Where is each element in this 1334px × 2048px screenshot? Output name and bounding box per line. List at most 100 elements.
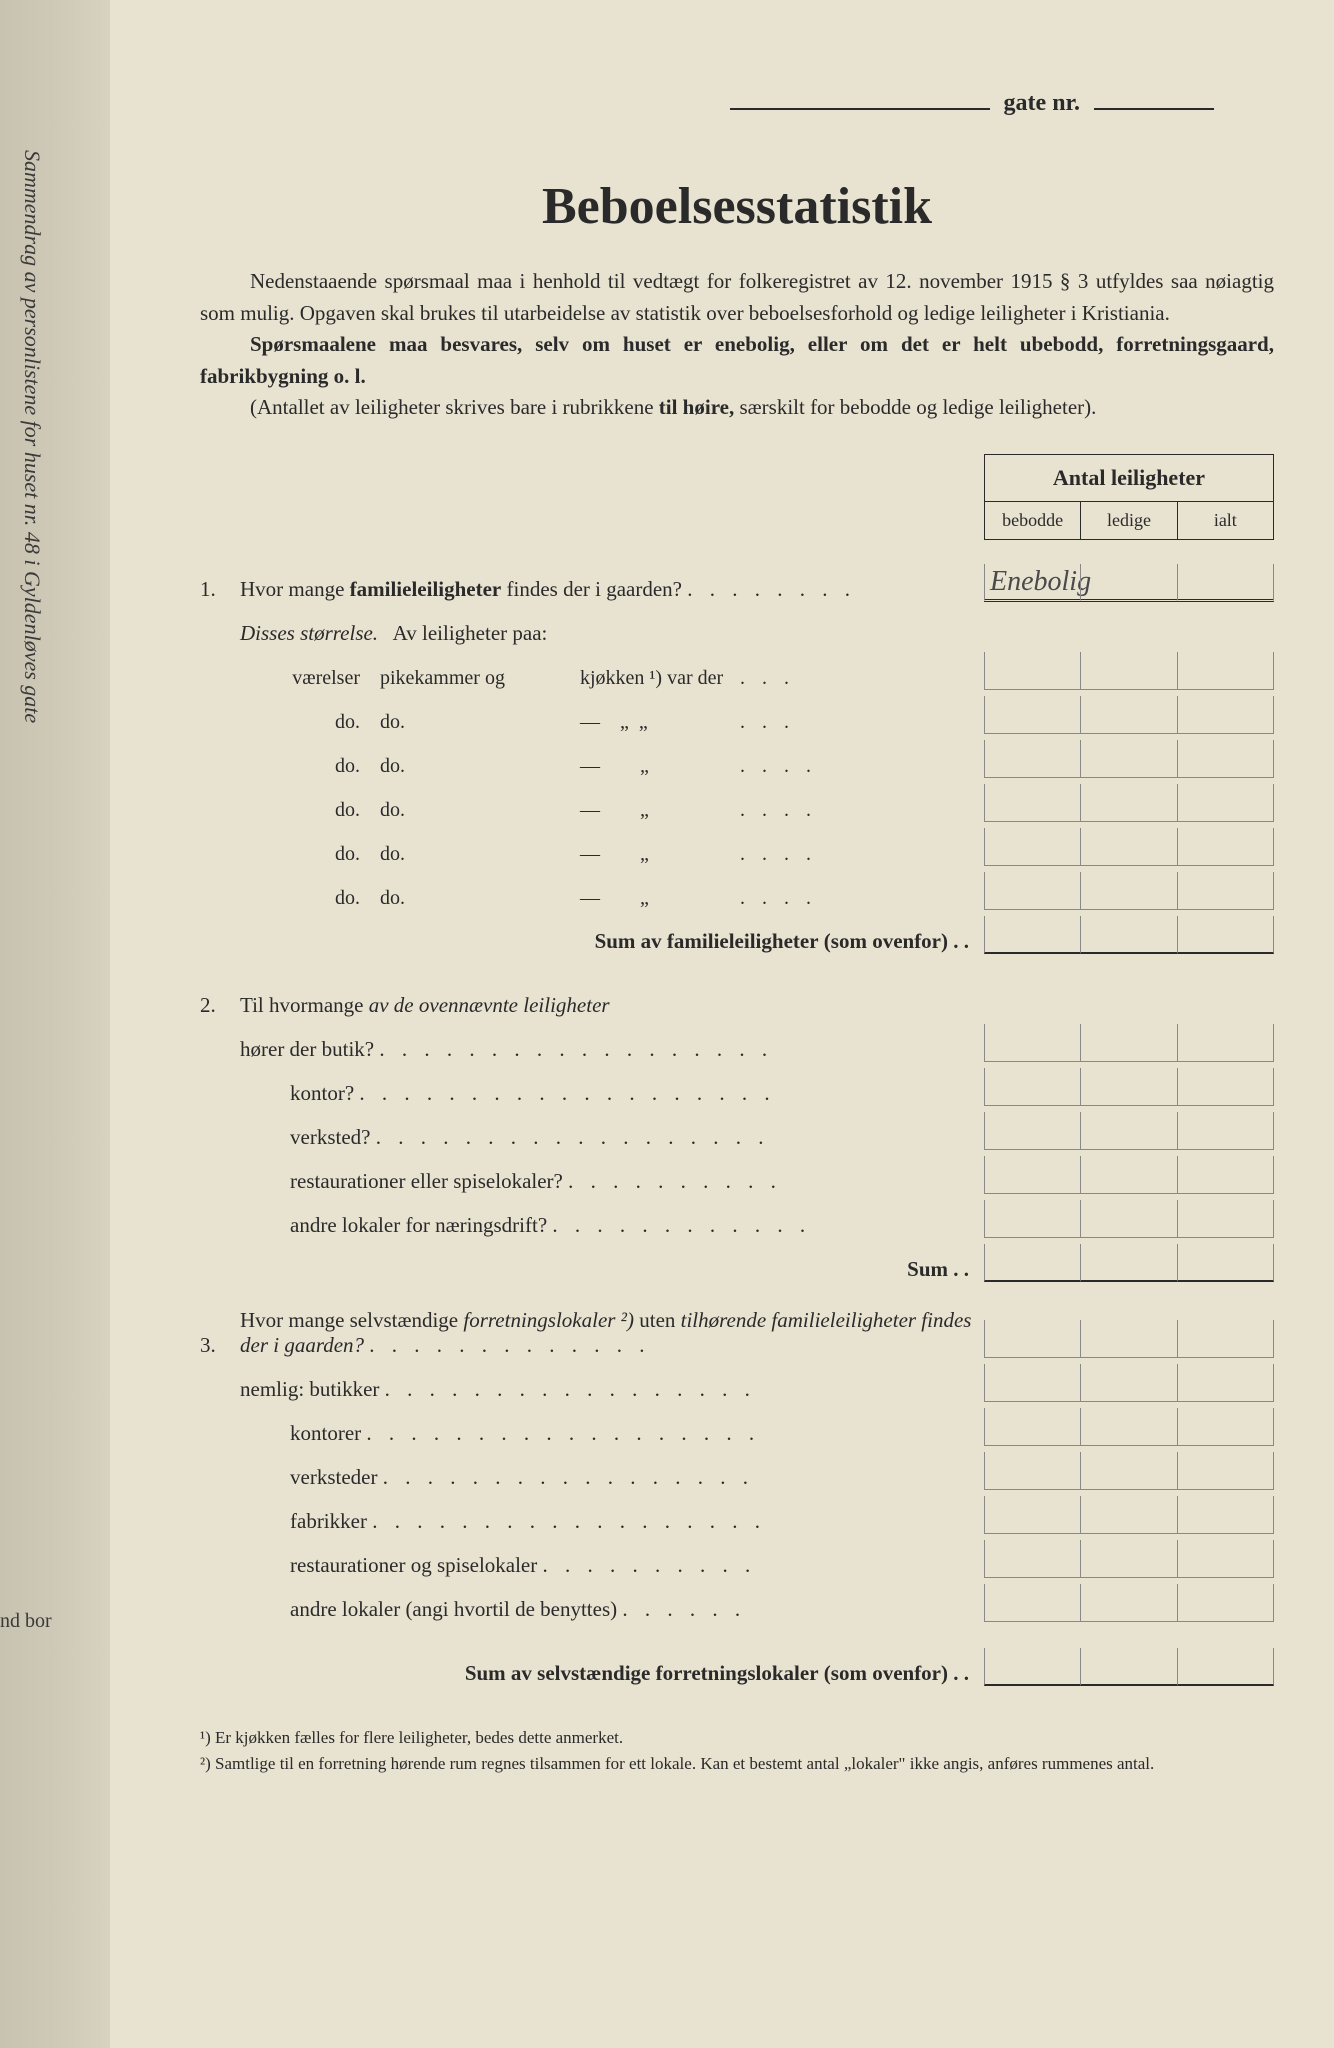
q2-r3: verksted? . . . . . . . . . . . . . . . …: [200, 1112, 1274, 1150]
dots: . . . .: [740, 799, 974, 822]
dots: . . . . . . . . . . . . . . . . . .: [366, 1421, 760, 1445]
q1-size-header-text: værelser pikekammer og kjøkken ¹) var de…: [240, 667, 984, 690]
q3-r3-label: verksteder: [290, 1465, 377, 1489]
q1-text-b: familieleiligheter: [350, 577, 502, 601]
dots: . . . . . . . . . . . .: [552, 1213, 811, 1237]
q3-r4-label: fabrikker: [290, 1509, 367, 1533]
cell: [1177, 1024, 1274, 1062]
cell: [984, 784, 1080, 822]
ditto: „: [620, 711, 629, 734]
q3-r6-label: andre lokaler (angi hvortil de benyttes): [290, 1597, 617, 1621]
cells: [984, 1200, 1274, 1238]
cells: [984, 1068, 1274, 1106]
col-ialt: ialt: [1178, 502, 1273, 539]
q1-do-row: do. do. — „ . . . .: [200, 872, 1274, 910]
q2-text-italic: av de ovennævnte leiligheter: [369, 993, 610, 1017]
cell: [1080, 1364, 1176, 1402]
hdr-vaerelser: værelser: [240, 667, 380, 690]
cell: [1080, 1200, 1176, 1238]
q1-sum-label: Sum av familieleiligheter: [595, 929, 819, 953]
book-spine: Sammendrag av personlistene for huset nr…: [0, 0, 110, 2048]
cell: [984, 1408, 1080, 1446]
dots: . . . . . . . . . . . . . . . . .: [383, 1465, 754, 1489]
cell: [1080, 652, 1176, 690]
cell: [1177, 1200, 1274, 1238]
q2-main-row: 2. Til hvormange av de ovennævnte leilig…: [200, 980, 1274, 1018]
q1-text-c: findes der i gaarden?: [501, 577, 682, 601]
vertical-hand-2: Gyldenløves: [20, 571, 45, 680]
do: do.: [240, 755, 380, 778]
q3-main-row: 3. Hvor mange selvstændige forretningslo…: [200, 1308, 1274, 1358]
cell: [984, 828, 1080, 866]
cells: [984, 1112, 1274, 1150]
vertical-part-b: i: [20, 559, 45, 571]
q3-text: Hvor mange selvstændige forretningslokal…: [240, 1308, 984, 1358]
q1-size-cells: [984, 652, 1274, 690]
q2-r1: hører der butik? . . . . . . . . . . . .…: [200, 1024, 1274, 1062]
cell: [1177, 1364, 1274, 1402]
dash: —: [580, 799, 600, 822]
vertical-hand-1: 48: [20, 532, 45, 554]
q3-text-i: forretningslokaler ²): [463, 1308, 634, 1332]
q3-r5-text: restaurationer og spiselokaler . . . . .…: [240, 1553, 984, 1578]
ditto: „: [639, 711, 648, 734]
q3-nemlig: nemlig: butikker: [240, 1377, 379, 1401]
cell: [984, 1200, 1080, 1238]
q1-main-row: 1. Hvor mange familieleiligheter findes …: [200, 564, 1274, 602]
q2-r3-text: verksted? . . . . . . . . . . . . . . . …: [240, 1125, 984, 1150]
q2-r5: andre lokaler for næringsdrift? . . . . …: [200, 1200, 1274, 1238]
do-row-text: do. do. — „ „ . . .: [240, 711, 984, 734]
q1-disses-row: Disses størrelse. Av leiligheter paa:: [200, 608, 1274, 646]
cells: [984, 1320, 1274, 1358]
intro-p1: Nedenstaaende spørsmaal maa i henhold ti…: [200, 266, 1274, 329]
q3-text-b: uten: [634, 1308, 681, 1332]
cell: [1177, 1068, 1274, 1106]
footnotes: ¹) Er kjøkken fælles for flere leilighet…: [200, 1726, 1274, 1777]
spacer: [200, 1628, 1274, 1648]
q1-sum-text: Sum av familieleiligheter (som ovenfor) …: [240, 929, 984, 954]
q2-text: Til hvormange av de ovennævnte leilighet…: [240, 993, 984, 1018]
cell: [1177, 784, 1274, 822]
cell: [1080, 1024, 1176, 1062]
q2-r1-label: hører der butik?: [240, 1037, 374, 1061]
cell: [984, 696, 1080, 734]
q2-r1-text: hører der butik? . . . . . . . . . . . .…: [240, 1037, 984, 1062]
q2-r5-text: andre lokaler for næringsdrift? . . . . …: [240, 1213, 984, 1238]
cell: [984, 1024, 1080, 1062]
cell: [1177, 1320, 1274, 1358]
dots: . . . . . . . .: [687, 577, 856, 601]
do-row-text: do. do. — „ . . . .: [240, 799, 984, 822]
cell: [1080, 740, 1176, 778]
cell: [1080, 872, 1176, 910]
q3-number: 3.: [200, 1333, 240, 1358]
q1-sum-cells: [984, 916, 1274, 954]
q1-disses: Disses størrelse. Av leiligheter paa:: [240, 621, 984, 646]
cell: [984, 1540, 1080, 1578]
q2-r4-label: restaurationer eller spiselokaler?: [290, 1169, 563, 1193]
cells: [984, 1156, 1274, 1194]
q3-sum-suffix: (som ovenfor): [819, 1661, 948, 1685]
cell: [984, 1156, 1080, 1194]
cells: [984, 784, 1274, 822]
cell: [1080, 696, 1176, 734]
hdr-pikekammer: pikekammer og: [380, 667, 580, 690]
q3-r2-label: kontorer: [290, 1421, 361, 1445]
ditto: „: [640, 755, 649, 778]
table-header: Antal leiligheter bebodde ledige ialt: [984, 454, 1274, 540]
gate-header-line: gate nr.: [200, 90, 1214, 117]
dots: . . . . . . . . . . . . . . . . .: [385, 1377, 756, 1401]
cell: [1177, 1408, 1274, 1446]
cell: [984, 1068, 1080, 1106]
cells: [984, 1364, 1274, 1402]
intro-p3c: særskilt for bebodde og ledige leilighet…: [734, 395, 1096, 419]
intro-paragraphs: Nedenstaaende spørsmaal maa i henhold ti…: [200, 266, 1274, 424]
dots: . . . . . . . . . . . . . . . . . .: [376, 1125, 770, 1149]
cells: [984, 828, 1274, 866]
do: do.: [240, 843, 380, 866]
cells: [984, 1540, 1274, 1578]
q3-sum-cells: [984, 1648, 1274, 1686]
cells: [984, 1408, 1274, 1446]
cell: [1080, 1156, 1176, 1194]
document-page: gate nr. Beboelsesstatistik Nedenstaaend…: [110, 0, 1334, 2048]
vertical-margin-text: Sammendrag av personlistene for huset nr…: [19, 150, 45, 1550]
